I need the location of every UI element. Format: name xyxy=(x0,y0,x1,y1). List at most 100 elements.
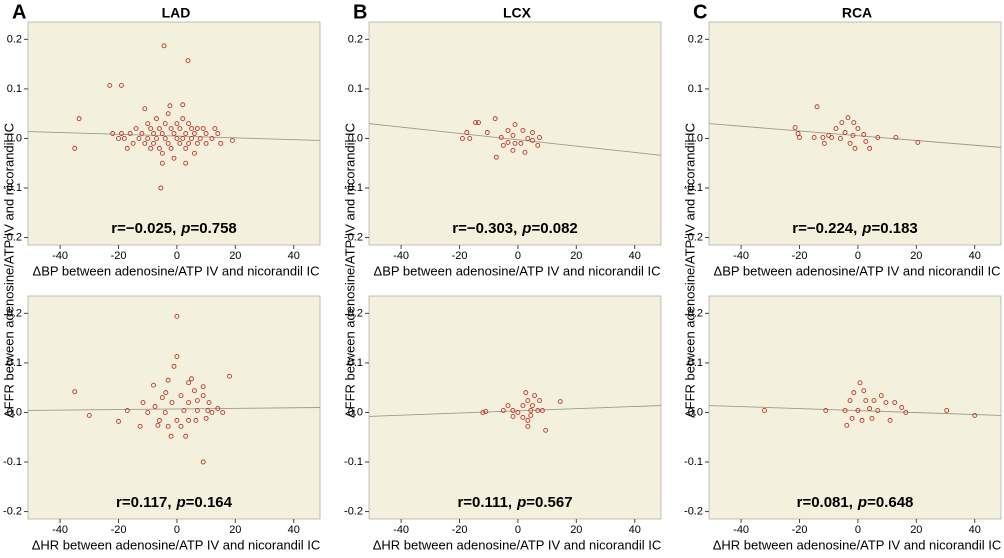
point xyxy=(206,400,212,405)
point xyxy=(194,140,200,146)
point xyxy=(528,412,534,418)
x-tick-label: -20 xyxy=(111,250,127,262)
point xyxy=(205,408,211,413)
point xyxy=(814,104,820,110)
x-tick-label: -40 xyxy=(52,250,68,262)
y-tick-label: 0.2 xyxy=(7,307,22,319)
annotation-r: r=−0.224, xyxy=(792,220,857,237)
point xyxy=(145,121,151,127)
point xyxy=(887,417,893,423)
point xyxy=(464,130,470,135)
point xyxy=(847,140,853,146)
point xyxy=(875,408,881,413)
point xyxy=(158,185,164,191)
x-tick-label: 0 xyxy=(515,250,521,262)
point xyxy=(493,154,499,160)
point xyxy=(180,102,186,108)
x-tick-label: 20 xyxy=(229,250,241,262)
point xyxy=(525,136,531,141)
annotation-r: r=−0.303, xyxy=(452,220,517,237)
point xyxy=(189,376,194,382)
point xyxy=(512,122,518,128)
point xyxy=(197,136,203,141)
point xyxy=(209,410,215,415)
x-tick-label: 40 xyxy=(629,250,641,262)
point xyxy=(127,131,133,136)
x-tick-label: 40 xyxy=(969,250,981,262)
y-tick-label: -0.1 xyxy=(3,456,22,468)
annotation-p: p xyxy=(180,220,190,237)
point xyxy=(107,82,113,88)
point xyxy=(203,415,209,421)
point xyxy=(792,125,798,131)
annotation-p-value: =0.648 xyxy=(867,494,913,511)
point xyxy=(110,131,116,136)
point xyxy=(159,160,165,166)
annotation-p: p xyxy=(861,220,871,237)
x-tick-label: -40 xyxy=(393,250,409,262)
point xyxy=(165,377,171,383)
y-tick-label: 0.2 xyxy=(7,33,22,45)
point xyxy=(893,135,899,140)
point xyxy=(171,155,177,161)
point xyxy=(837,136,843,141)
x-tick-label: 40 xyxy=(629,524,641,536)
point xyxy=(203,140,209,146)
x-tick-label: -40 xyxy=(393,524,409,536)
point xyxy=(200,126,206,131)
x-axis-label: ΔBP between adenosine/ATP IV and nicoran… xyxy=(33,263,320,278)
point xyxy=(189,136,194,141)
point xyxy=(871,398,877,404)
trend-line xyxy=(27,131,321,141)
annotation-p-value: =0.082 xyxy=(531,220,577,237)
point xyxy=(823,408,829,413)
point xyxy=(165,111,171,117)
point xyxy=(145,410,151,415)
point xyxy=(539,408,545,413)
y-tick-label: 0.2 xyxy=(688,307,703,319)
point xyxy=(171,363,177,369)
point xyxy=(227,373,232,379)
point xyxy=(510,147,516,153)
point xyxy=(72,389,78,395)
x-tick-label: -20 xyxy=(452,524,468,536)
point xyxy=(851,390,857,396)
point xyxy=(845,115,851,121)
point xyxy=(484,130,490,135)
point xyxy=(186,380,192,386)
annotation: r=−0.025, p=0.758 xyxy=(111,220,237,237)
x-tick-label: -20 xyxy=(792,250,808,262)
y-tick-label: -0.2 xyxy=(3,505,22,517)
point xyxy=(174,121,180,127)
point xyxy=(505,128,511,133)
point xyxy=(177,140,183,146)
point xyxy=(518,140,524,146)
y-tick-label: 0.2 xyxy=(348,307,363,319)
point xyxy=(215,406,221,411)
point xyxy=(136,136,142,141)
point xyxy=(883,400,889,405)
point xyxy=(169,400,175,405)
point xyxy=(212,126,218,131)
point xyxy=(520,128,526,133)
point xyxy=(156,145,162,151)
point xyxy=(903,410,909,415)
point xyxy=(515,410,521,415)
annotation: r=−0.224, p=0.183 xyxy=(792,220,918,237)
point xyxy=(844,422,850,428)
point xyxy=(180,116,186,122)
plot-area xyxy=(27,21,321,246)
point xyxy=(510,133,516,138)
annotation-p: p xyxy=(176,494,186,511)
point xyxy=(537,398,542,404)
point xyxy=(137,423,143,429)
point xyxy=(850,133,856,138)
point xyxy=(194,398,200,404)
point xyxy=(215,131,221,136)
x-tick-label: 0 xyxy=(174,524,180,536)
point xyxy=(855,408,861,413)
point xyxy=(869,415,875,421)
point xyxy=(863,138,869,144)
